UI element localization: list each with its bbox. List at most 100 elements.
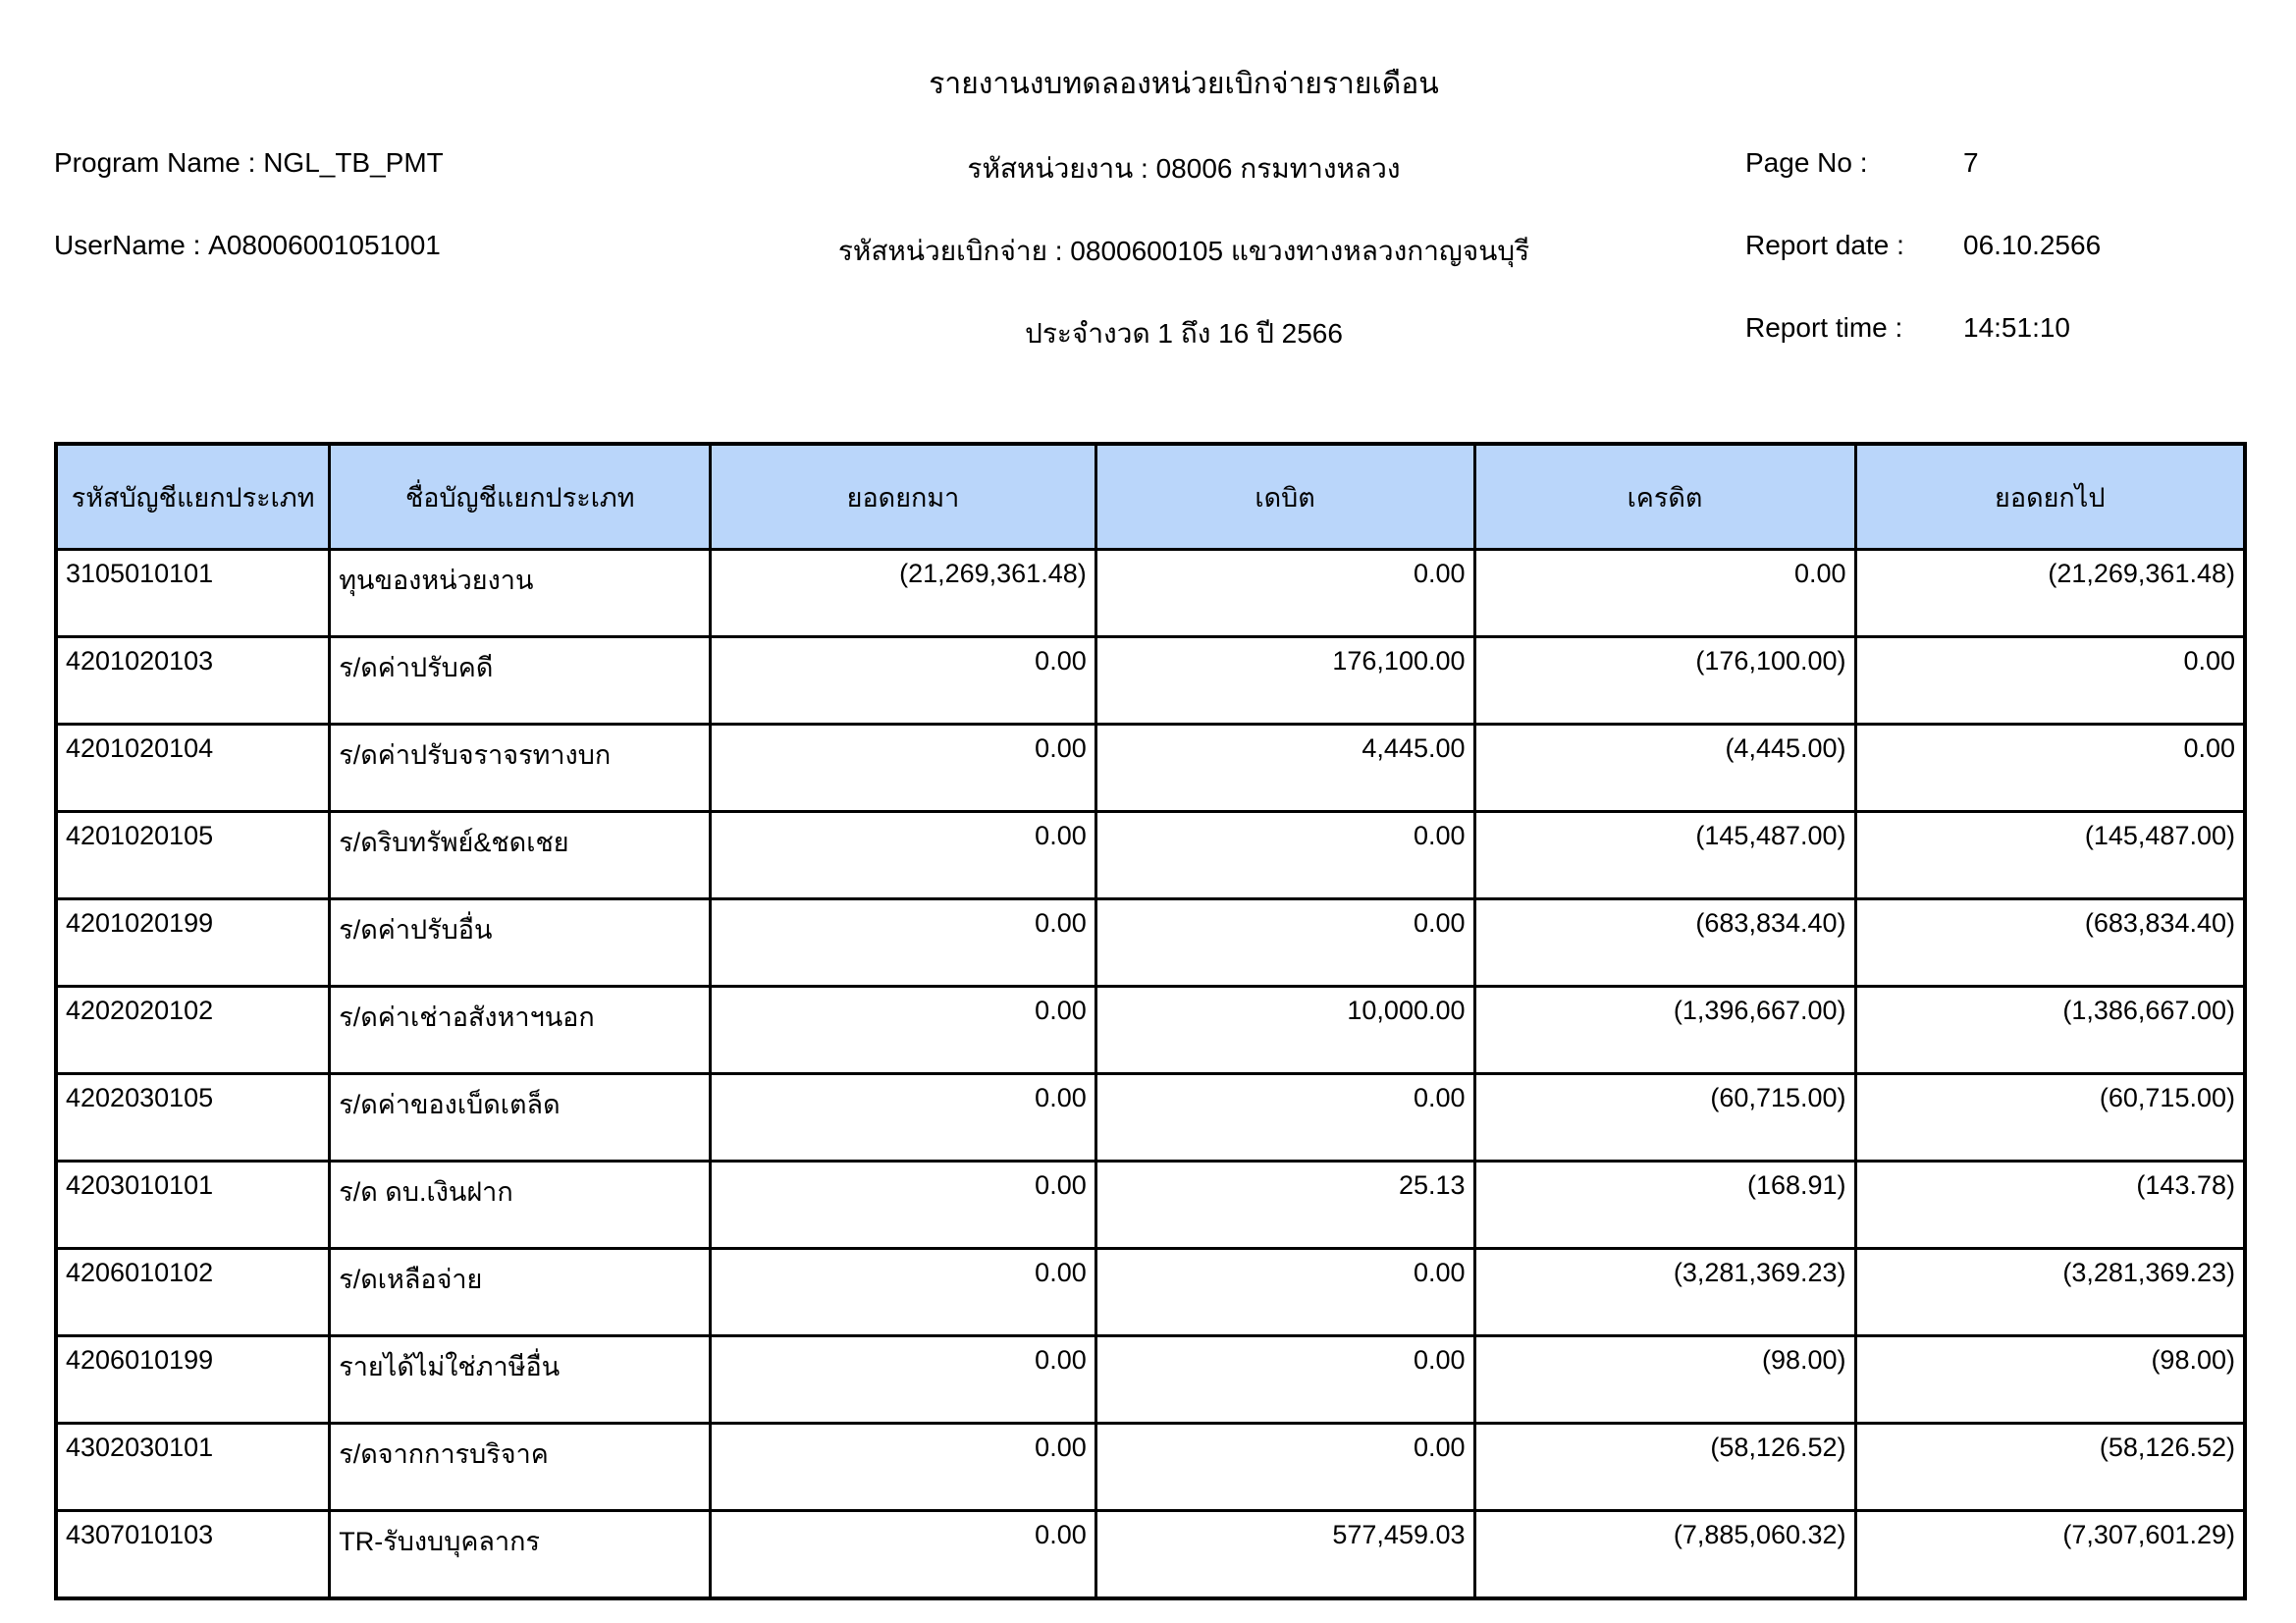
cell-debit: 176,100.00 — [1094, 635, 1476, 726]
table-row: 4202030105 ร/ดค่าของเบ็ดเตล็ด 0.00 0.00 (60,… — [54, 1072, 2247, 1163]
cell-debit: 10,000.00 — [1094, 985, 1476, 1075]
column-header-credit: เครดิต — [1472, 442, 1857, 551]
cell-account-name: ร/ดค่าปรับคดี — [328, 635, 713, 726]
cell-account-name: ร/ด ดบ.เงินฝาก — [328, 1160, 713, 1250]
report-time-value: 14:51:10 — [1963, 312, 2070, 343]
cell-closing-balance: (7,307,601.29) — [1853, 1509, 2247, 1600]
cell-account-name: ร/ดค่าเช่าอสังหาฯนอก — [328, 985, 713, 1075]
cell-account-name: ร/ดค่าของเบ็ดเตล็ด — [328, 1072, 713, 1163]
cell-account-name: ร/ดริบทรัพย์&ชดเชย — [328, 810, 713, 900]
report-time-label: Report time : — [1745, 312, 1903, 343]
cell-opening-balance: 0.00 — [709, 810, 1097, 900]
cell-opening-balance: 0.00 — [709, 1072, 1097, 1163]
trial-balance-table: รหัสบัญชีแยกประเภท ชื่อบัญชีแยกประเภท ยอ… — [54, 442, 2247, 1600]
cell-account-code: 4202020102 — [54, 985, 332, 1075]
cell-closing-balance: (1,386,667.00) — [1853, 985, 2247, 1075]
table-row: 4201020103 ร/ดค่าปรับคดี 0.00 176,100.00 (17… — [54, 635, 2247, 726]
cell-account-code: 4201020199 — [54, 897, 332, 988]
cell-credit: (176,100.00) — [1472, 635, 1857, 726]
cell-credit: (145,487.00) — [1472, 810, 1857, 900]
username-label: UserName : — [54, 230, 201, 260]
cell-account-name: TR-รับงบบุคลากร — [328, 1509, 713, 1600]
cell-credit: (98.00) — [1472, 1334, 1857, 1425]
cell-account-name: ทุนของหน่วยงาน — [328, 548, 713, 638]
table-row: 4203010101 ร/ด ดบ.เงินฝาก 0.00 25.13 (168.91… — [54, 1160, 2247, 1250]
program-name-line: Program Name : NGL_TB_PMT — [54, 147, 444, 179]
cell-debit: 25.13 — [1094, 1160, 1476, 1250]
disbursement-unit-line: รหัสหน่วยเบิกจ่าย : 0800600105 แขวงทางหล… — [837, 236, 1530, 266]
cell-closing-balance: (58,126.52) — [1853, 1422, 2247, 1512]
table-row: 3105010101 ทุนของหน่วยงาน (21,269,361.48) 0… — [54, 548, 2247, 638]
cell-credit: (1,396,667.00) — [1472, 985, 1857, 1075]
table-row: 4206010102 ร/ดเหลือจ่าย 0.00 0.00 (3,281,369… — [54, 1247, 2247, 1337]
cell-closing-balance: 0.00 — [1853, 635, 2247, 726]
cell-opening-balance: (21,269,361.48) — [709, 548, 1097, 638]
cell-account-code: 4201020103 — [54, 635, 332, 726]
cell-opening-balance: 0.00 — [709, 1422, 1097, 1512]
cell-credit: (58,126.52) — [1472, 1422, 1857, 1512]
page-title: รายงานงบทดลองหน่วยเบิกจ่ายรายเดือน — [929, 68, 1439, 100]
cell-closing-balance: (21,269,361.48) — [1853, 548, 2247, 638]
page-no-value: 7 — [1963, 147, 1979, 178]
cell-opening-balance: 0.00 — [709, 1160, 1097, 1250]
cell-account-code: 4206010102 — [54, 1247, 332, 1337]
username-value: A08006001051001 — [208, 230, 441, 260]
cell-account-code: 4307010103 — [54, 1509, 332, 1600]
program-name-label: Program Name : — [54, 147, 256, 178]
cell-credit: (4,445.00) — [1472, 723, 1857, 813]
cell-account-code: 4201020104 — [54, 723, 332, 813]
cell-closing-balance: (98.00) — [1853, 1334, 2247, 1425]
cell-opening-balance: 0.00 — [709, 635, 1097, 726]
cell-closing-balance: (683,834.40) — [1853, 897, 2247, 988]
page-no-label: Page No : — [1745, 147, 1868, 178]
table-row: 4302030101 ร/ดจากการบริจาค 0.00 0.00 (58,126… — [54, 1422, 2247, 1512]
cell-account-code: 4302030101 — [54, 1422, 332, 1512]
username-line: UserName : A08006001051001 — [54, 230, 441, 261]
cell-debit: 0.00 — [1094, 548, 1476, 638]
cell-account-code: 3105010101 — [54, 548, 332, 638]
cell-closing-balance: (145,487.00) — [1853, 810, 2247, 900]
report-date-label: Report date : — [1745, 230, 1904, 260]
cell-opening-balance: 0.00 — [709, 1509, 1097, 1600]
column-header-closing-balance: ยอดยกไป — [1853, 442, 2247, 551]
cell-debit: 0.00 — [1094, 1247, 1476, 1337]
column-header-account-name: ชื่อบัญชีแยกประเภท — [328, 442, 713, 551]
cell-credit: (683,834.40) — [1472, 897, 1857, 988]
report-date-value: 06.10.2566 — [1963, 230, 2102, 260]
program-name-value: NGL_TB_PMT — [263, 147, 444, 178]
cell-debit: 0.00 — [1094, 897, 1476, 988]
table-row: 4206010199 รายได้ไม่ใช่ภาษีอื่น 0.00 0.00 (9… — [54, 1334, 2247, 1425]
cell-account-code: 4201020105 — [54, 810, 332, 900]
table-row: 4201020104 ร/ดค่าปรับจราจรทางบก 0.00 4,445.… — [54, 723, 2247, 813]
table-row: 4307010103 TR-รับงบบุคลากร 0.00 577,459.03(… — [54, 1509, 2247, 1600]
cell-account-name: รายได้ไม่ใช่ภาษีอื่น — [328, 1334, 713, 1425]
cell-credit: (3,281,369.23) — [1472, 1247, 1857, 1337]
cell-opening-balance: 0.00 — [709, 723, 1097, 813]
cell-credit: (168.91) — [1472, 1160, 1857, 1250]
cell-opening-balance: 0.00 — [709, 1334, 1097, 1425]
column-header-opening-balance: ยอดยกมา — [709, 442, 1097, 551]
cell-opening-balance: 0.00 — [709, 985, 1097, 1075]
period-line: ประจำงวด 1 ถึง 16 ปี 2566 — [1025, 318, 1343, 349]
agency-line: รหัสหน่วยงาน : 08006 กรมทางหลวง — [967, 153, 1401, 184]
cell-credit: 0.00 — [1472, 548, 1857, 638]
cell-debit: 0.00 — [1094, 810, 1476, 900]
cell-account-code: 4202030105 — [54, 1072, 332, 1163]
cell-account-name: ร/ดค่าปรับจราจรทางบก — [328, 723, 713, 813]
cell-credit: (7,885,060.32) — [1472, 1509, 1857, 1600]
cell-debit: 0.00 — [1094, 1334, 1476, 1425]
column-header-account-code: รหัสบัญชีแยกประเภท — [54, 442, 332, 551]
cell-debit: 0.00 — [1094, 1422, 1476, 1512]
cell-closing-balance: 0.00 — [1853, 723, 2247, 813]
cell-account-code: 4206010199 — [54, 1334, 332, 1425]
cell-debit: 0.00 — [1094, 1072, 1476, 1163]
cell-account-name: ร/ดเหลือจ่าย — [328, 1247, 713, 1337]
cell-debit: 577,459.03 — [1094, 1509, 1476, 1600]
table-body: 3105010101 ทุนของหน่วยงาน (21,269,361.48) 0… — [54, 548, 2247, 1600]
cell-debit: 4,445.00 — [1094, 723, 1476, 813]
table-row: 4201020105 ร/ดริบทรัพย์&ชดเชย 0.00 0.00 (145… — [54, 810, 2247, 900]
table-header-row: รหัสบัญชีแยกประเภท ชื่อบัญชีแยกประเภท ยอ… — [54, 442, 2247, 551]
table-row: 4201020199 ร/ดค่าปรับอื่น 0.00 0.00 (683,834… — [54, 897, 2247, 988]
column-header-debit: เดบิต — [1094, 442, 1476, 551]
